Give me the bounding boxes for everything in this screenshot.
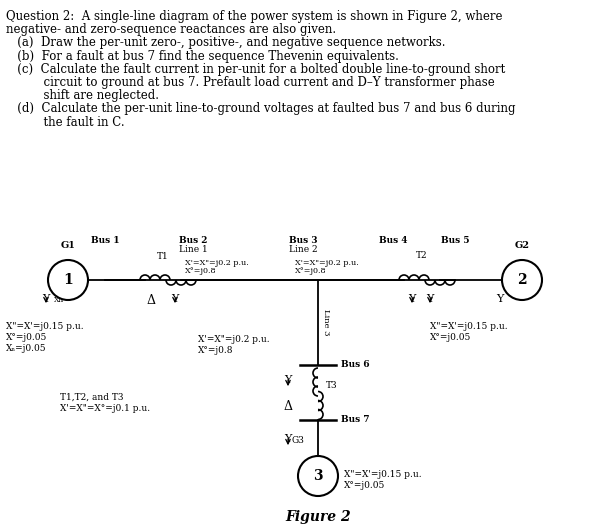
- Text: X°=j0.05: X°=j0.05: [6, 333, 47, 342]
- Text: 2: 2: [517, 273, 527, 287]
- Text: negative- and zero-sequence reactances are also given.: negative- and zero-sequence reactances a…: [6, 23, 336, 36]
- Text: Question 2:  A single-line diagram of the power system is shown in Figure 2, whe: Question 2: A single-line diagram of the…: [6, 10, 503, 23]
- Text: shift are neglected.: shift are neglected.: [6, 89, 159, 102]
- Text: Δ: Δ: [146, 294, 156, 307]
- Text: Y: Y: [171, 294, 179, 304]
- Text: Line 1: Line 1: [179, 245, 207, 254]
- Text: T3: T3: [326, 381, 337, 390]
- Text: Xₙ=j0.05: Xₙ=j0.05: [6, 344, 47, 353]
- Text: Bus 7: Bus 7: [341, 415, 369, 424]
- Text: X"=X'=j0.15 p.u.: X"=X'=j0.15 p.u.: [344, 470, 422, 479]
- Text: Y: Y: [42, 294, 50, 304]
- Text: X'=X"=j0.2 p.u.: X'=X"=j0.2 p.u.: [295, 259, 359, 267]
- Text: (b)  For a fault at bus 7 find the sequence Thevenin equivalents.: (b) For a fault at bus 7 find the sequen…: [6, 50, 399, 63]
- Text: Bus 1: Bus 1: [91, 236, 119, 245]
- Text: X'=X"=j0.2 p.u.: X'=X"=j0.2 p.u.: [198, 335, 270, 344]
- Text: Bus 6: Bus 6: [341, 360, 369, 369]
- Text: X"=X'=j0.15 p.u.: X"=X'=j0.15 p.u.: [430, 322, 507, 331]
- Text: 1: 1: [63, 273, 73, 287]
- Text: G1: G1: [61, 241, 76, 250]
- Text: X'=X"=j0.2 p.u.: X'=X"=j0.2 p.u.: [185, 259, 249, 267]
- Text: G3: G3: [292, 436, 305, 445]
- Text: T1: T1: [157, 252, 169, 261]
- Text: Bus 3: Bus 3: [289, 236, 317, 245]
- Text: Bus 5: Bus 5: [441, 236, 469, 245]
- Text: Line 2: Line 2: [289, 245, 317, 254]
- Text: X'=X"=X°=j0.1 p.u.: X'=X"=X°=j0.1 p.u.: [60, 404, 150, 413]
- Text: Bus 4: Bus 4: [379, 236, 407, 245]
- Text: Figure 2: Figure 2: [285, 510, 351, 524]
- Text: 3: 3: [313, 469, 323, 483]
- Text: Y: Y: [427, 294, 434, 304]
- Text: Line 3: Line 3: [322, 309, 330, 335]
- Text: Xn: Xn: [54, 296, 64, 304]
- Text: X°=j0.05: X°=j0.05: [344, 481, 385, 490]
- Text: (a)  Draw the per-unit zero-, positive-, and negative sequence networks.: (a) Draw the per-unit zero-, positive-, …: [6, 36, 445, 50]
- Text: X°=j0.8: X°=j0.8: [295, 267, 326, 275]
- Text: circuit to ground at bus 7. Prefault load current and D–Y transformer phase: circuit to ground at bus 7. Prefault loa…: [6, 76, 495, 89]
- Text: Y: Y: [408, 294, 416, 304]
- Text: (c)  Calculate the fault current in per-unit for a bolted double line-to-ground : (c) Calculate the fault current in per-u…: [6, 63, 505, 76]
- Text: X°=j0.8: X°=j0.8: [198, 346, 234, 355]
- Text: Y: Y: [284, 434, 291, 444]
- Text: X°=j0.8: X°=j0.8: [185, 267, 217, 275]
- Text: Δ: Δ: [284, 401, 293, 413]
- Text: X"=X'=j0.15 p.u.: X"=X'=j0.15 p.u.: [6, 322, 84, 331]
- Text: G2: G2: [514, 241, 529, 250]
- Text: (d)  Calculate the per-unit line-to-ground voltages at faulted bus 7 and bus 6 d: (d) Calculate the per-unit line-to-groun…: [6, 102, 516, 116]
- Text: Y: Y: [284, 375, 291, 385]
- Text: the fault in C.: the fault in C.: [6, 116, 124, 129]
- Text: T2: T2: [416, 251, 428, 260]
- Text: T1,T2, and T3: T1,T2, and T3: [60, 393, 123, 402]
- Text: Y: Y: [496, 294, 504, 304]
- Text: X°=j0.05: X°=j0.05: [430, 333, 471, 342]
- Text: Bus 2: Bus 2: [179, 236, 207, 245]
